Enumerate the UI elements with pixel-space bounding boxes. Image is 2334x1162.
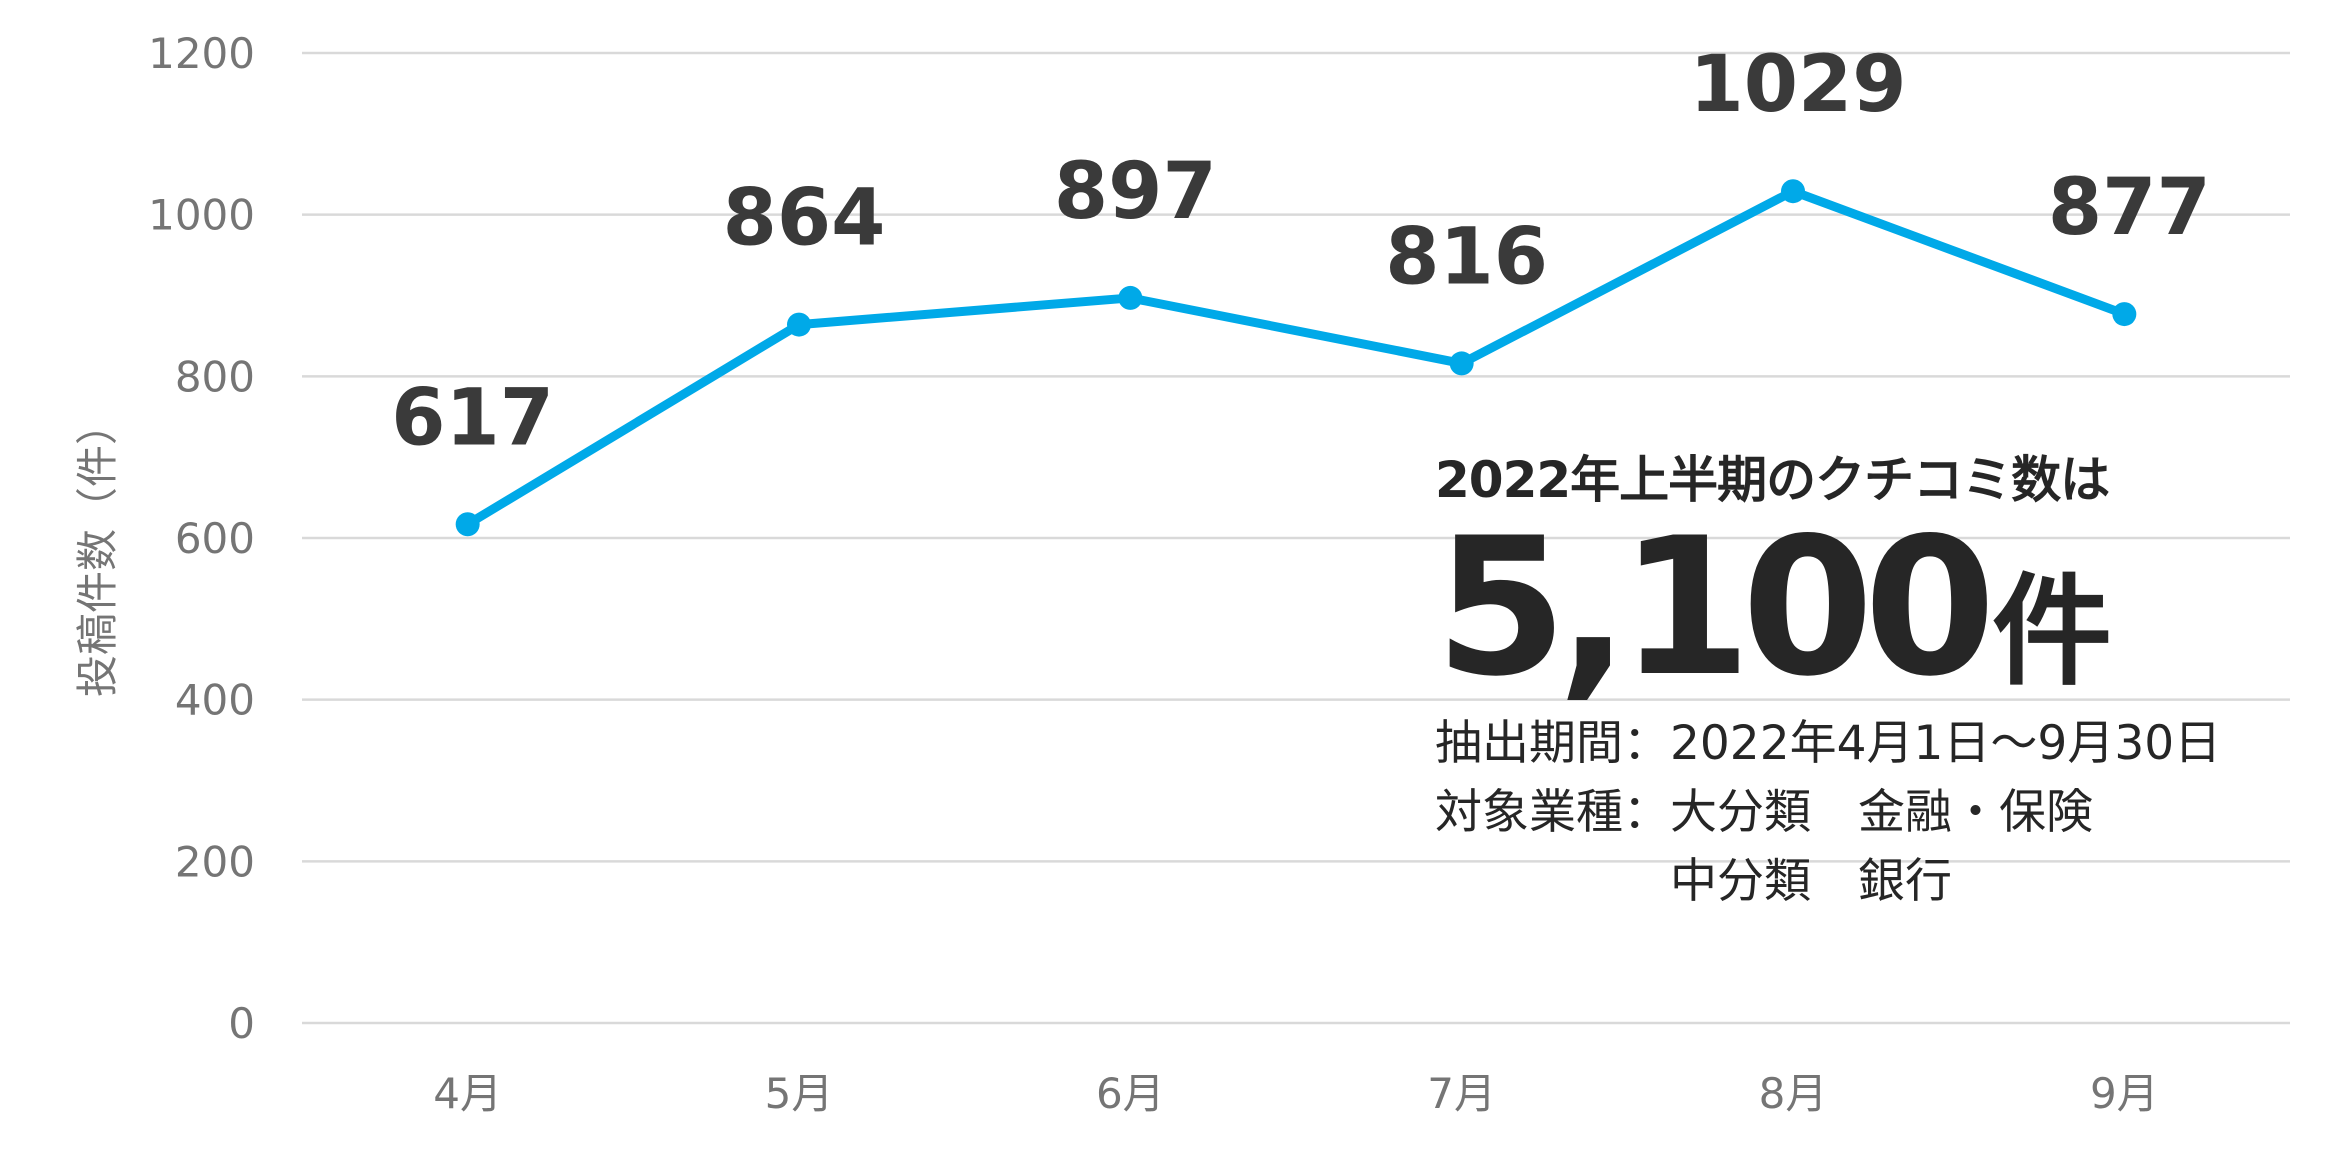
summary-annotation: 2022年上半期のクチコミ数は 5,100件 抽出期間： 2022年4月1日～9… [1435,455,2221,912]
total-number: 5,100 [1435,497,1996,718]
industry-minor: 中分類 銀行 [1670,854,1952,910]
x-tick-label-0: 4月 [433,1069,502,1118]
x-tick-label-3: 7月 [1427,1069,1496,1118]
x-tick-label-1: 5月 [765,1069,834,1118]
total-count: 5,100件 [1435,513,2221,703]
y-tick-label-4: 800 [175,352,255,401]
y-axis-label: 投稿件数（件） [73,403,122,697]
y-tick-label-0: 0 [228,999,255,1048]
summary-headline: 2022年上半期のクチコミ数は [1435,451,2110,509]
period-value: 2022年4月1日～9月30日 [1670,716,2222,771]
y-tick-label-1: 200 [175,837,255,886]
data-point-2 [1118,285,1143,310]
y-tick-label-6: 1200 [148,29,255,78]
data-label-3: 816 [1385,212,1548,302]
x-tick-label-2: 6月 [1096,1069,1165,1118]
data-point-4 [1781,179,1805,204]
y-tick-label-3: 600 [175,514,255,563]
x-tick-label-5: 9月 [2090,1069,2159,1118]
industry-spacer [1435,851,1670,912]
data-label-1: 864 [723,174,886,264]
x-tick-labels: 4月 5月 6月 7月 8月 9月 [433,1069,2158,1118]
data-labels: 617 864 897 816 1029 877 [391,40,2210,463]
total-unit: 件 [1992,563,2112,702]
data-point-5 [2112,302,2137,327]
x-tick-label-4: 8月 [1759,1069,1828,1118]
y-tick-label-2: 400 [175,676,255,725]
data-label-2: 897 [1054,147,1217,237]
info-table: 抽出期間： 2022年4月1日～9月30日 対象業種： 大分類 金融・保険 中分… [1435,713,2221,912]
data-points [455,179,2137,537]
data-point-3 [1449,351,1474,376]
data-label-4: 1029 [1689,40,1906,130]
y-tick-labels: 0 200 400 600 800 1000 1200 [148,29,255,1048]
industry-label: 対象業種： [1435,785,1670,841]
gridlines [302,51,2290,1025]
data-point-0 [455,512,480,537]
data-point-1 [787,312,811,337]
data-label-5: 877 [2048,163,2211,253]
y-tick-label-5: 1000 [148,191,255,240]
data-label-0: 617 [391,373,554,463]
series-line [463,186,2129,529]
period-label: 抽出期間： [1435,716,1670,771]
industry-major: 大分類 金融・保険 [1670,785,2093,841]
